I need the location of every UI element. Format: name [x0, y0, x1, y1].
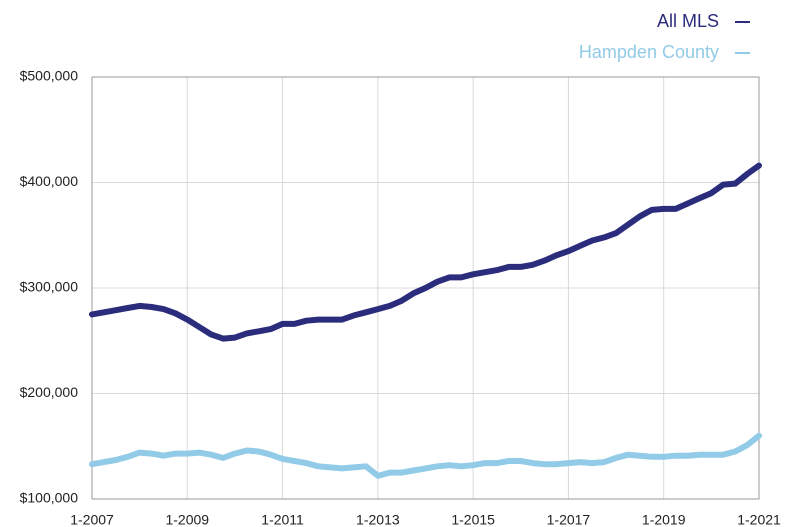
- line: [89, 432, 762, 479]
- x-tick-label: 1-2013: [356, 512, 400, 527]
- x-tick-label: 1-2021: [737, 512, 781, 527]
- x-tick-label: 1-2009: [165, 512, 209, 527]
- legend-label: Hampden County: [579, 42, 719, 62]
- x-tick-label: 1-2017: [547, 512, 591, 527]
- y-tick-label: $100,000: [20, 490, 79, 506]
- x-tick-label: 1-2007: [70, 512, 114, 527]
- line: [89, 162, 762, 342]
- y-tick-label: $200,000: [20, 384, 79, 400]
- y-tick-label: $500,000: [20, 68, 79, 84]
- legend-label: All MLS: [657, 11, 719, 31]
- x-tick-label: 1-2011: [261, 512, 304, 527]
- plot-border: [91, 76, 760, 500]
- y-tick-label: $300,000: [20, 279, 79, 295]
- x-tick-label: 1-2015: [451, 512, 495, 527]
- y-tick-label: $400,000: [20, 173, 79, 189]
- x-tick-label: 1-2019: [642, 512, 686, 527]
